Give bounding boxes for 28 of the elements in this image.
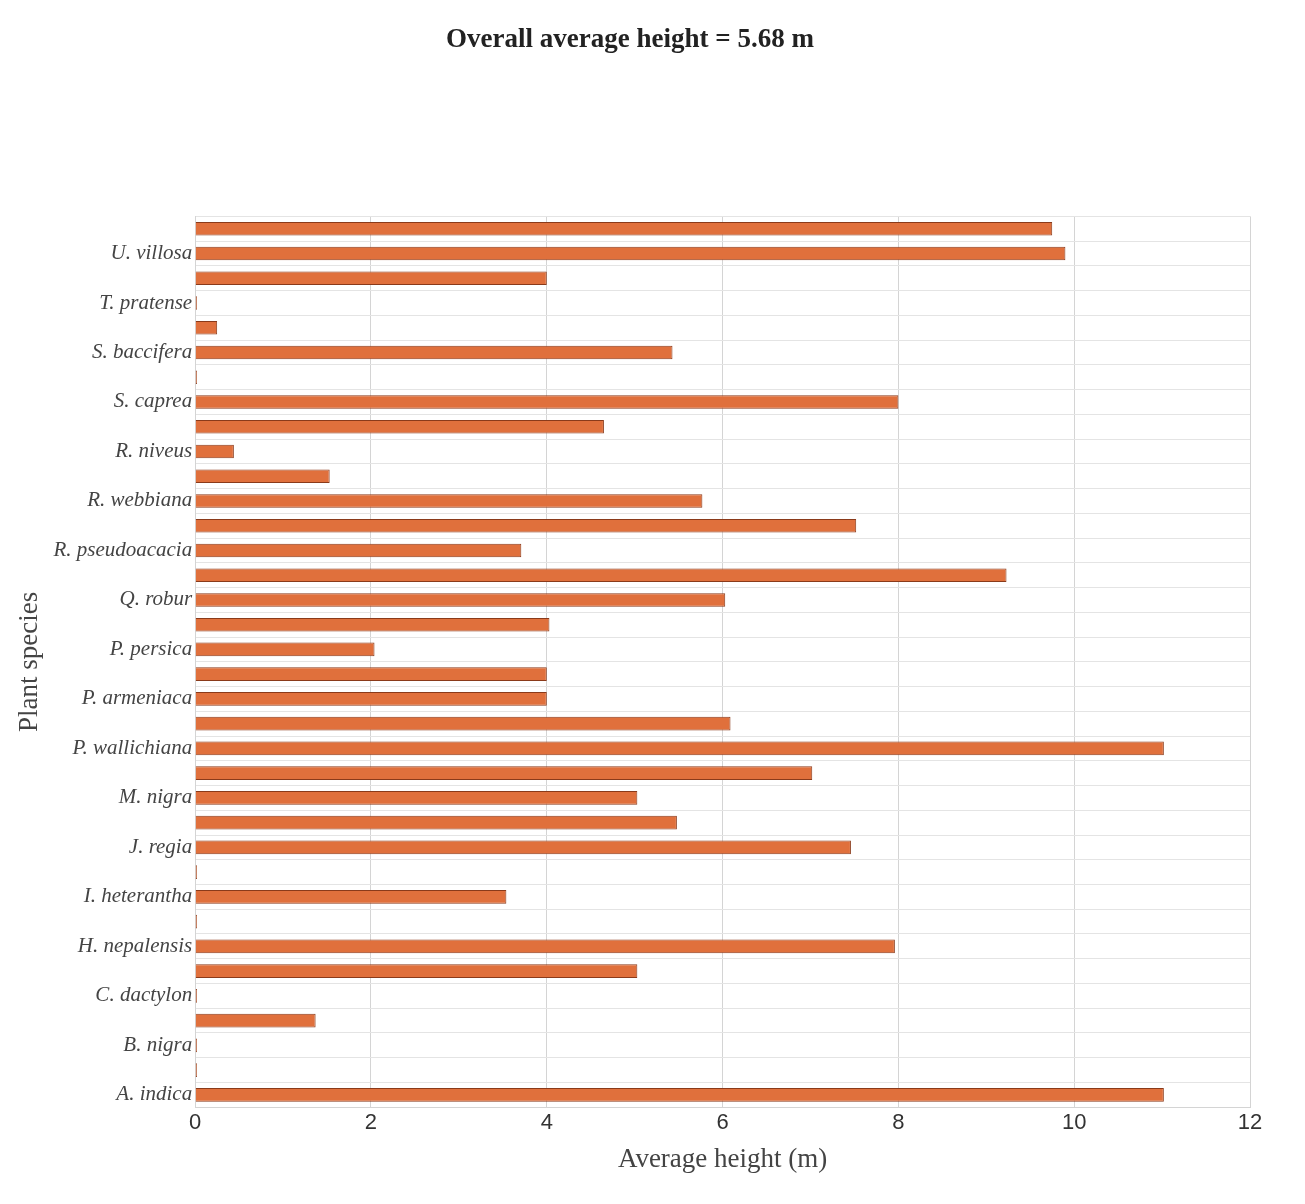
y-tick-label: R. niveus [114,437,193,462]
x-tick-label: 0 [189,1109,202,1135]
y-tick-label: J. regia [128,833,193,858]
y-tick-label: S. baccifera [91,339,193,364]
x-tick-label: 8 [892,1109,905,1135]
y-tick-label: P. armeniaca [80,685,193,710]
y-tick-label: T. pratense [99,289,193,314]
y-tick-label: I. heterantha [82,883,193,908]
x-tick-label: 4 [540,1109,553,1135]
y-tick-label: P. persica [108,635,193,660]
y-tick-label: R. webbiana [86,487,193,512]
x-tick-label: 2 [364,1109,378,1135]
chart-title: Overall average height = 5.68 m [446,23,815,54]
y-tick-label: B. nigra [123,1031,193,1056]
y-tick-label: M. nigra [117,784,193,809]
y-tick-label: S. caprea [113,388,193,413]
x-tick-label: 10 [1061,1109,1087,1135]
y-tick-label: R. pseudoacacia [52,536,193,561]
y-tick-label: H. nepalensis [76,932,193,957]
y-tick-label: C. dactylon [95,982,193,1007]
x-axis-title: Average height (m) [617,1142,828,1173]
y-tick-label: U. villosa [110,240,193,265]
y-axis-title: Plant species [13,591,44,732]
y-tick-label: Q. robur [119,586,194,611]
y-tick-label: A. indica [114,1081,193,1106]
y-tick-label: P. wallichiana [71,734,193,759]
x-tick-label: 12 [1237,1109,1263,1135]
x-tick-label: 6 [716,1109,729,1135]
